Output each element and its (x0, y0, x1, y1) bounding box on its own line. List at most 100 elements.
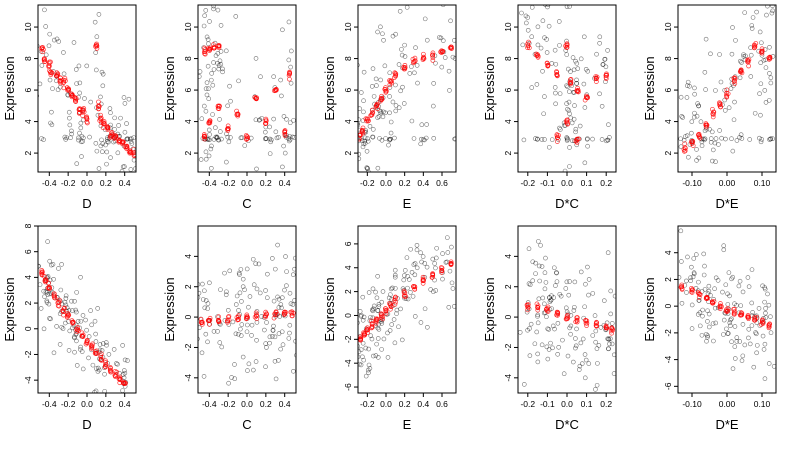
observed-point (89, 394, 93, 398)
observed-point (539, 264, 545, 269)
observed-point (771, 364, 776, 369)
observed-point (442, 55, 448, 60)
fitted-point (41, 274, 47, 279)
observed-point (734, 339, 740, 344)
plot-frame (37, 225, 137, 394)
x-tick-label: 0.2 (100, 399, 112, 409)
observed-point (215, 51, 221, 56)
observed-point (728, 86, 734, 91)
observed-point (385, 330, 390, 336)
y-tick-label: -6 (663, 382, 673, 390)
fitted-point (105, 124, 110, 130)
observed-point (271, 298, 277, 304)
observed-point (244, 266, 250, 272)
observed-point (379, 347, 384, 352)
observed-point (529, 34, 535, 40)
fitted-point (46, 280, 51, 286)
observed-point (703, 36, 709, 42)
observed-point (92, 389, 97, 393)
observed-point (219, 136, 224, 142)
observed-point (245, 368, 250, 373)
observed-point (267, 124, 272, 130)
observed-point (608, 288, 614, 294)
y-tick-label: -4 (23, 376, 33, 384)
observed-point (358, 121, 360, 126)
observed-point (238, 326, 243, 332)
observed-point (761, 57, 767, 63)
observed-point (82, 96, 87, 101)
observed-point (67, 115, 72, 121)
y-tick-label: 4 (663, 250, 673, 255)
fitted-point (225, 123, 231, 129)
fitted-point (226, 313, 232, 319)
observed-point (375, 336, 381, 341)
fitted-point (525, 307, 530, 313)
observed-point (574, 77, 579, 83)
observed-point (93, 50, 98, 55)
fitted-point (683, 145, 688, 151)
observed-point (562, 168, 568, 172)
observed-point (272, 266, 278, 272)
observed-point (79, 134, 85, 139)
fitted-point (389, 80, 394, 86)
fitted-point (739, 310, 745, 316)
observed-point (555, 352, 560, 357)
observed-point (281, 143, 286, 149)
fitted-point (703, 124, 709, 130)
plot-frame (357, 225, 457, 394)
observed-point (691, 270, 697, 276)
observed-point (611, 371, 616, 376)
observed-point (287, 322, 293, 328)
observed-point (392, 274, 398, 280)
observed-point (396, 62, 402, 67)
observed-point (437, 35, 442, 40)
observed-point (278, 77, 283, 83)
observed-point (747, 137, 752, 142)
fitted-point (711, 112, 716, 117)
observed-point (84, 63, 90, 69)
observed-point (114, 361, 119, 366)
x-tick-label: 0.10 (754, 178, 771, 188)
observed-point (94, 366, 99, 371)
observed-point (224, 289, 229, 295)
observed-point (47, 77, 53, 83)
observed-point (58, 287, 64, 293)
observed-point (206, 41, 211, 47)
observed-point (608, 311, 614, 317)
observed-point (390, 285, 395, 291)
observed-point (740, 289, 746, 295)
observed-point (566, 99, 572, 105)
observed-point (87, 134, 92, 140)
observed-point (708, 136, 714, 141)
observed-point (407, 71, 413, 76)
observed-point (364, 166, 370, 171)
fitted-point (383, 308, 389, 313)
observed-point (288, 80, 294, 86)
observed-point (54, 324, 59, 329)
observed-point (571, 308, 577, 313)
observed-point (225, 307, 231, 313)
x-tick-label: -0.2 (61, 399, 76, 409)
x-tick-label: 0.10 (754, 399, 771, 409)
fitted-point (430, 52, 435, 58)
fitted-point (555, 309, 561, 315)
observed-point (92, 318, 98, 324)
observed-point (45, 239, 50, 244)
y-tick-label: 0 (663, 304, 673, 309)
observed-point (263, 129, 268, 135)
fitted-point (103, 360, 108, 365)
fitted-point (198, 320, 204, 325)
observed-point (680, 115, 686, 120)
points-panel-1 (38, 7, 136, 172)
observed-point (696, 298, 702, 303)
observed-point (93, 141, 99, 146)
observed-point (208, 146, 214, 152)
observed-point (449, 280, 455, 286)
observed-point (564, 279, 570, 285)
fitted-point (224, 318, 230, 323)
observed-point (519, 10, 524, 16)
observed-point (419, 122, 425, 128)
observed-point (287, 330, 292, 336)
observed-point (362, 138, 368, 144)
observed-point (360, 294, 366, 300)
